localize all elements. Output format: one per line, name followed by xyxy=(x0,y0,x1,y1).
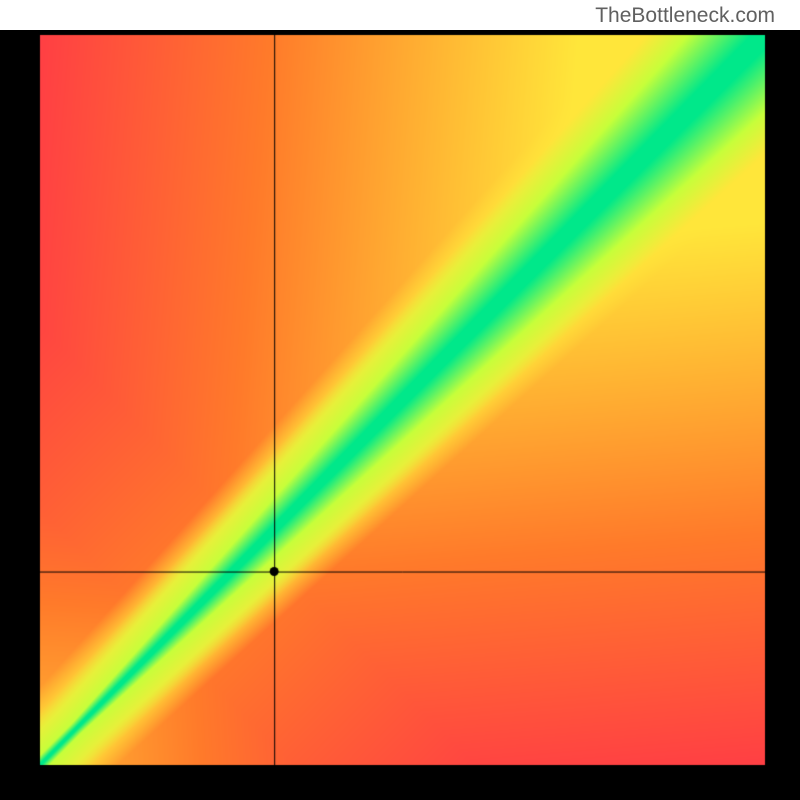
heatmap-chart xyxy=(0,30,800,800)
heatmap-canvas xyxy=(0,30,800,800)
watermark-text: TheBottleneck.com xyxy=(595,4,775,28)
